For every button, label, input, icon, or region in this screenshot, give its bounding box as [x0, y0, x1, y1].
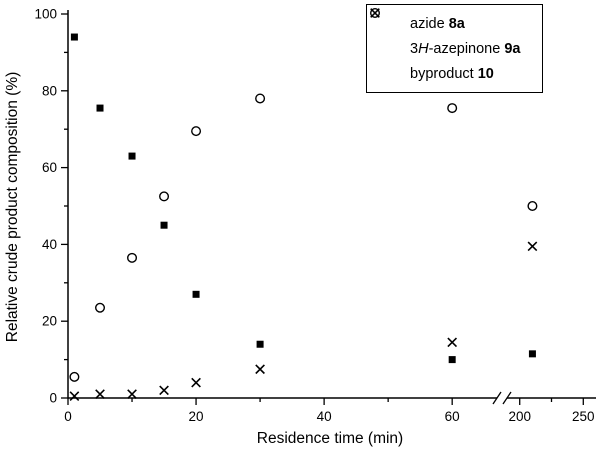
data-point-square [128, 152, 136, 160]
legend-label: azide 8a [410, 16, 465, 32]
data-point-x [527, 241, 538, 252]
legend: azide 8a 3H-azepinone 9a byproduct 10 [366, 4, 544, 93]
legend-label: byproduct 10 [410, 66, 494, 82]
data-point-square [256, 340, 264, 348]
data-point-circle [191, 126, 202, 137]
data-points [69, 33, 538, 401]
data-point-square [192, 290, 200, 298]
data-point-circle [127, 252, 138, 263]
legend-label-part: 10 [477, 65, 494, 82]
tick-labels: 0 20 40 60 200 250 0 20 40 60 80 100 [34, 7, 594, 425]
data-point-circle [447, 103, 458, 114]
data-point-square [448, 356, 456, 364]
tick-marks [61, 13, 584, 405]
axis-break-icon [492, 391, 512, 405]
y-axis-title: Relative crude product composition (%) [4, 72, 21, 343]
data-point-x [127, 389, 137, 400]
data-point-square [528, 350, 536, 358]
data-point-x [69, 391, 80, 401]
legend-label-part: azide [410, 15, 449, 32]
data-point-square [96, 104, 104, 112]
series-x-cross [69, 241, 538, 401]
data-point-x [95, 389, 105, 400]
data-point-x [370, 8, 380, 18]
x-axis-title: Residence time (min) [257, 430, 403, 447]
open-circle-marker-icon [369, 7, 399, 57]
y-tick-label: 60 [42, 160, 57, 175]
x-tick-label: 0 [64, 409, 72, 424]
x-tick-label: 60 [445, 409, 460, 424]
legend-label-part: H [418, 40, 429, 57]
legend-item-azepinone-9a: 3H-azepinone 9a [369, 7, 520, 60]
data-point-square [70, 33, 78, 41]
legend-item-azide-8a: azide 8a [371, 9, 520, 35]
data-point-circle [159, 191, 170, 202]
data-point-circle [69, 371, 80, 382]
y-tick-label: 20 [42, 314, 57, 329]
x-tick-label: 20 [189, 409, 204, 424]
legend-label-part: byproduct [410, 65, 478, 82]
data-point-circle [527, 200, 538, 211]
legend-item-byproduct-10: byproduct 10 [370, 8, 520, 85]
data-point-x [159, 385, 169, 396]
legend-label: 3H-azepinone 9a [410, 41, 520, 57]
y-tick-label: 0 [49, 391, 57, 406]
x-tick-label: 200 [508, 409, 531, 424]
x-marker-icon [370, 8, 399, 82]
x-tick-label: 40 [317, 409, 332, 424]
data-point-circle [95, 302, 106, 313]
legend-label-part: -azepinone [428, 40, 505, 57]
data-point-square [160, 221, 168, 229]
legend-label-part: 8a [448, 15, 465, 32]
y-tick-label: 80 [42, 83, 57, 98]
filled-square-marker-icon [371, 9, 399, 32]
data-point-x [447, 337, 458, 348]
legend-label-part: 3 [410, 40, 419, 57]
data-point-x [255, 364, 265, 375]
series-filled-square [70, 33, 536, 364]
series-open-circle [69, 93, 538, 382]
data-point-x [191, 377, 201, 388]
axes: 0 20 40 60 200 250 0 20 40 60 80 100 [34, 7, 596, 425]
legend-label-part: 9a [504, 40, 521, 57]
data-point-circle [255, 93, 266, 104]
y-tick-label: 40 [42, 237, 57, 252]
y-tick-label: 100 [34, 7, 57, 22]
x-tick-label: 250 [572, 409, 595, 424]
